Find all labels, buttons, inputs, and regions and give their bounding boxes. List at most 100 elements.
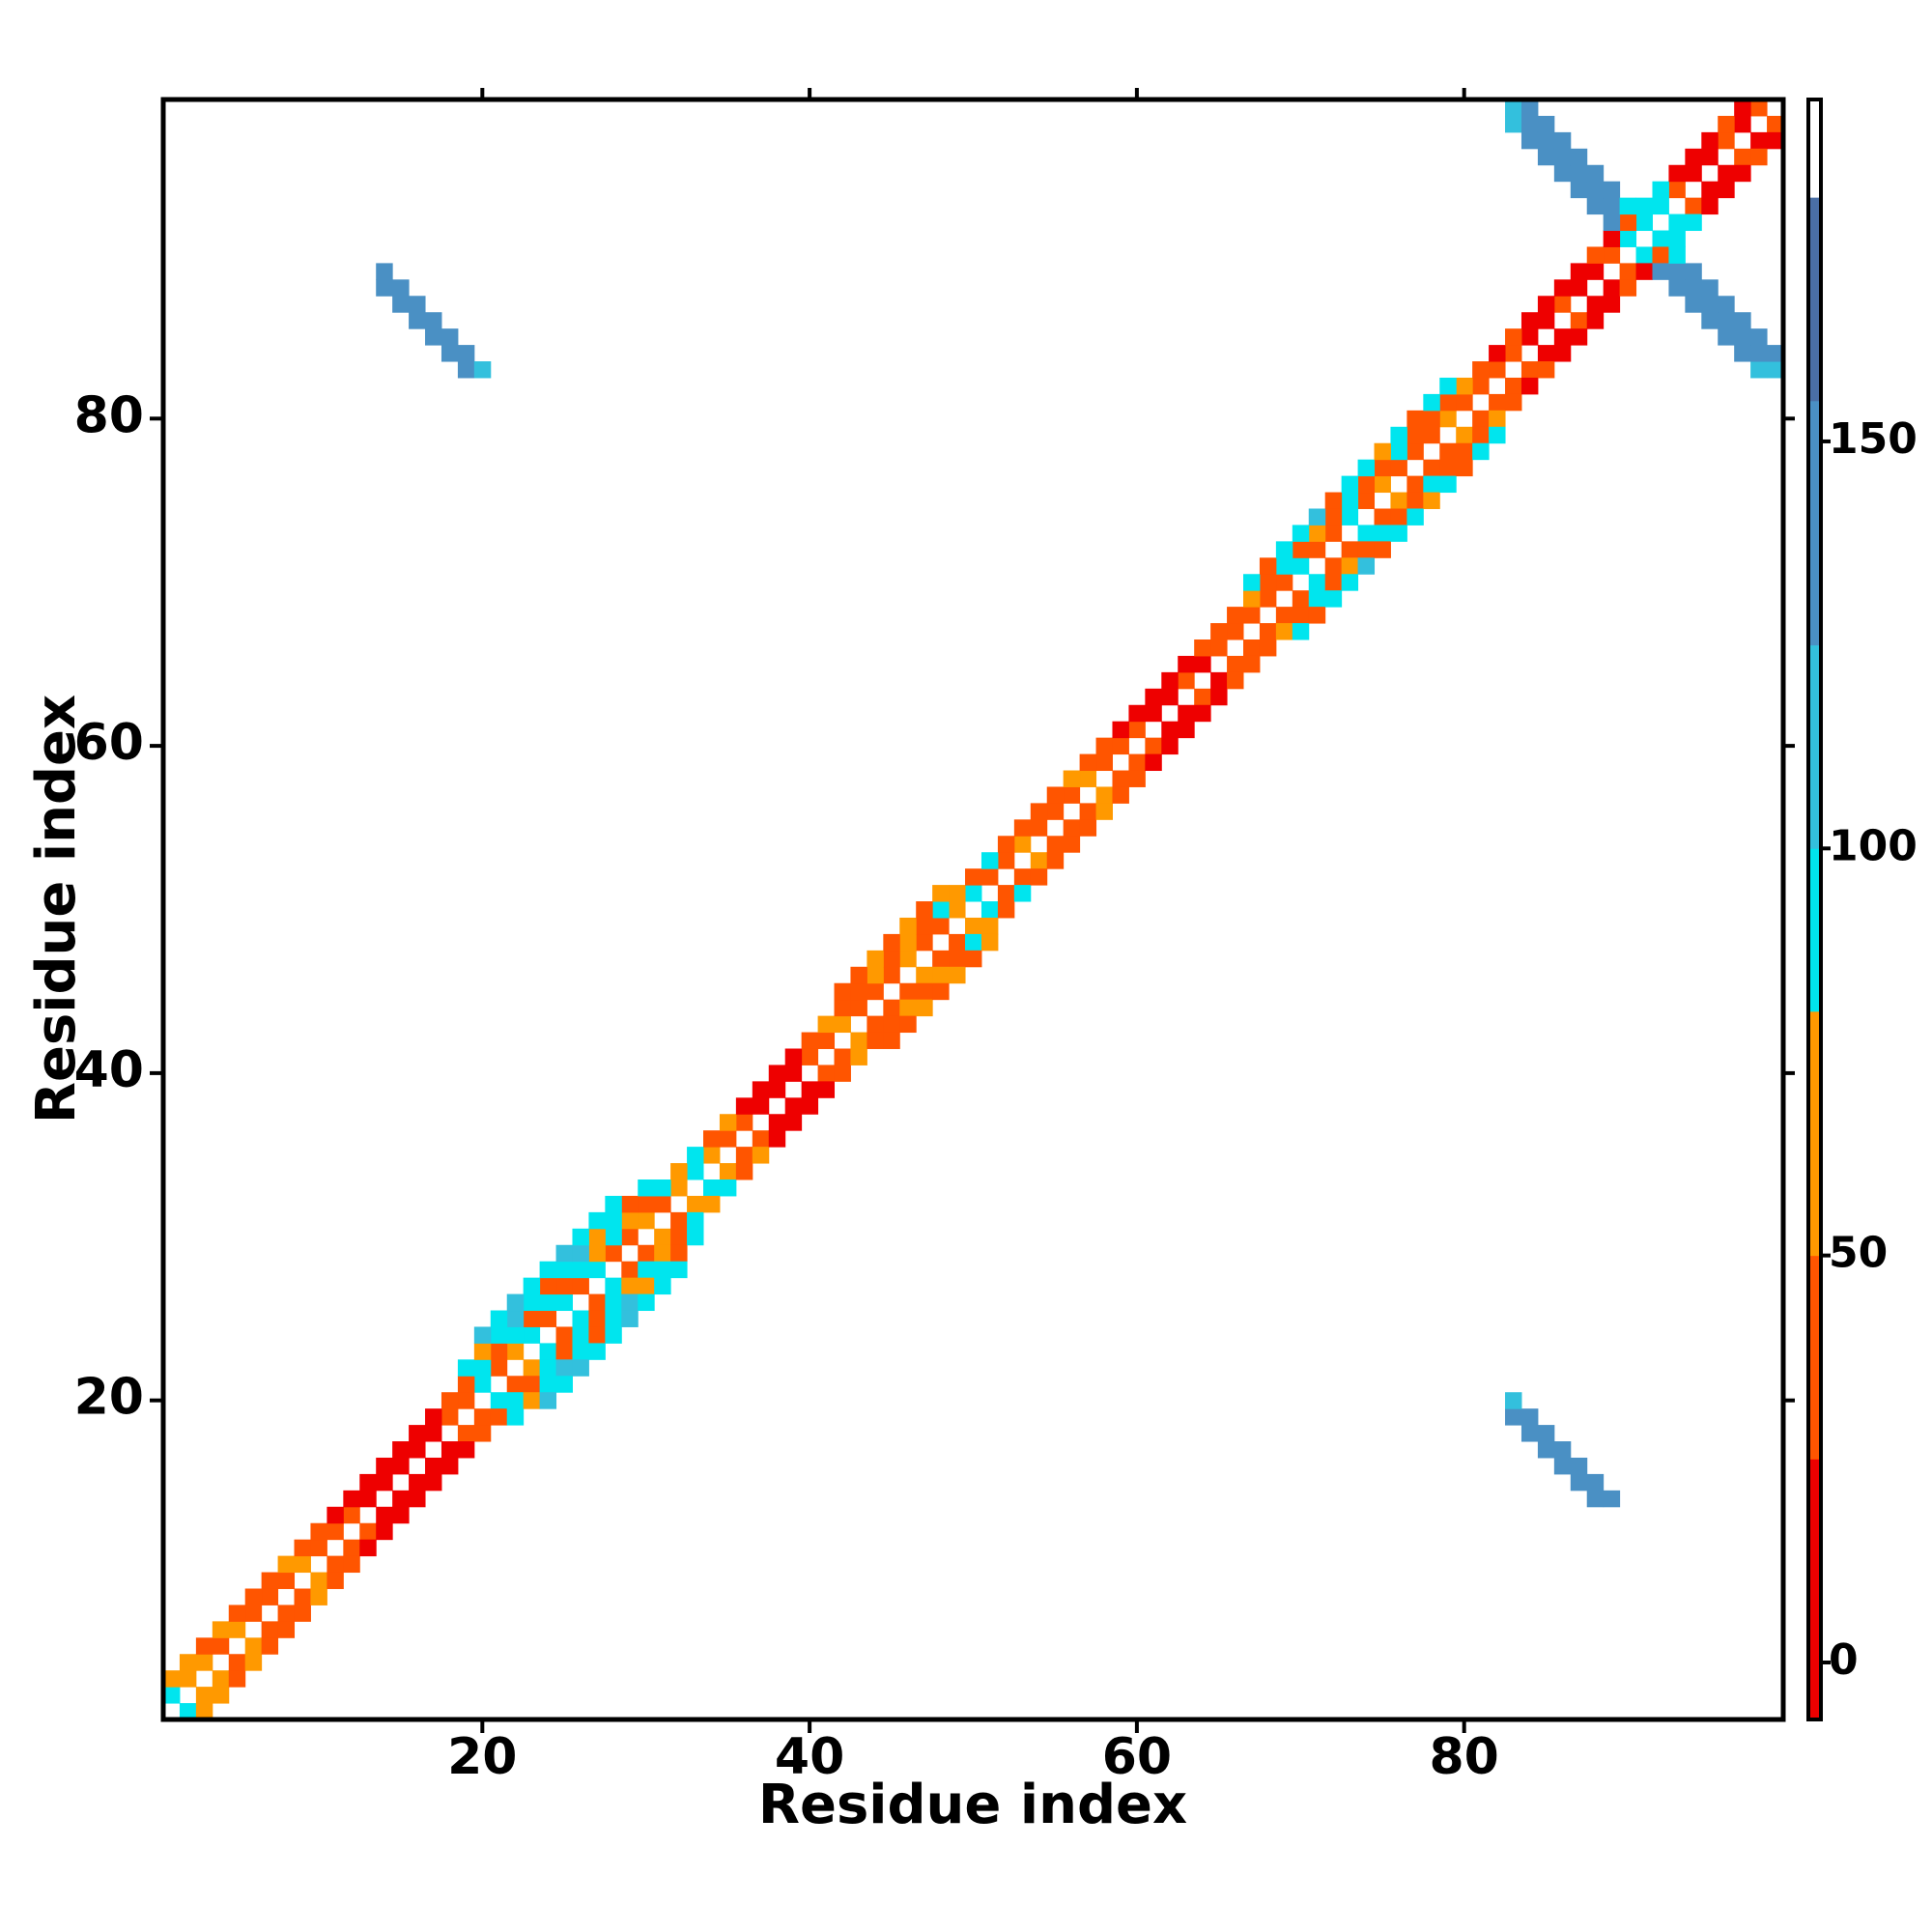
heatmap-cell [1063,786,1081,804]
heatmap-cell [1701,131,1719,150]
heatmap-cell [1505,1392,1522,1409]
heatmap-cell [179,1703,197,1720]
heatmap-cell [1586,1473,1605,1492]
colorbar-segment [1808,99,1821,198]
heatmap-cell [244,1605,263,1622]
heatmap-cell [980,933,999,952]
heatmap-cell [1668,230,1686,247]
heatmap-cell [1406,442,1424,461]
heatmap-cell [949,950,966,968]
heatmap-cell [440,328,459,346]
heatmap-cell [801,1048,819,1065]
heatmap-cell [1063,819,1081,837]
heatmap-cell [1553,148,1572,166]
heatmap-cell [850,999,867,1017]
heatmap-cell [1145,688,1162,706]
heatmap-cell [539,1392,557,1409]
heatmap-cell [1178,655,1195,673]
heatmap-cell [1292,541,1310,558]
heatmap-cell [1423,492,1440,509]
heatmap-cell [327,1572,344,1589]
heatmap-cell [687,1147,704,1164]
heatmap-cell [440,345,459,362]
heatmap-cell [1472,426,1490,444]
heatmap-cell [1767,131,1784,150]
heatmap-cell [294,1539,311,1557]
heatmap-cell [735,1097,753,1115]
y-tick-label: 60 [74,714,144,772]
heatmap-cell [228,1654,246,1671]
heatmap-cell [409,1425,426,1442]
heatmap-cell [1357,525,1376,542]
heatmap-cell [1619,213,1637,232]
heatmap-cell [1095,803,1113,820]
heatmap-cell [1439,393,1457,412]
heatmap-cell [1652,197,1669,215]
heatmap-cell [1537,131,1555,150]
heatmap-cell [899,982,917,1001]
heatmap-cell [1668,213,1686,232]
heatmap-cell [638,1179,655,1197]
heatmap-cell [997,836,1015,853]
heatmap-cell [1095,786,1113,804]
heatmap-cell [1489,393,1506,412]
heatmap-cell [932,917,950,935]
heatmap-cell [932,966,950,984]
heatmap-cell [899,933,917,952]
heatmap-cell [1537,345,1555,362]
heatmap-cell [277,1572,296,1589]
heatmap-cell [997,901,1015,919]
heatmap-cell [409,1441,426,1459]
heatmap-cell [506,1376,525,1393]
heatmap-cell [261,1588,279,1605]
heatmap-cell [605,1293,622,1312]
heatmap-cell [1013,836,1032,853]
heatmap-cell [670,1244,688,1263]
heatmap-cell [1292,590,1310,608]
heatmap-cell [1259,574,1277,591]
heatmap-cell [1439,442,1457,461]
heatmap-cell [1439,475,1457,494]
heatmap-cell [1767,345,1784,362]
heatmap-cell [1570,263,1588,280]
heatmap-cell [1586,246,1605,264]
heatmap-cell [1520,312,1539,329]
heatmap-cell [1046,836,1065,853]
heatmap-cell [916,982,933,1001]
colorbar-segment [1808,1255,1821,1460]
heatmap-cell [343,1490,360,1508]
heatmap-cell [457,1392,475,1409]
heatmap-cell [1456,393,1473,412]
heatmap-cell [1013,819,1032,837]
heatmap-cell [277,1555,296,1574]
heatmap-cell [1423,459,1440,477]
heatmap-cell [1030,819,1048,837]
heatmap-cell [1652,246,1669,264]
heatmap-cell [392,1506,410,1524]
heatmap-cell [163,1670,181,1688]
heatmap-cell [687,1228,704,1246]
heatmap-cell [1537,1425,1555,1442]
heatmap-cell [965,950,982,968]
heatmap-cell [310,1539,327,1557]
heatmap-cell [719,1114,737,1131]
heatmap-cell [1406,492,1424,509]
heatmap-cell [1701,279,1719,297]
heatmap-cell [980,901,999,919]
heatmap-cell [867,966,884,984]
heatmap-cell [1194,688,1211,706]
colorbar-tick-label: 0 [1829,1635,1859,1685]
heatmap-cell [1701,197,1719,215]
heatmap-cell [1472,377,1490,395]
colorbar-segment [1808,644,1821,849]
heatmap-cell [1194,655,1211,673]
heatmap-cell [687,1211,704,1230]
x-tick-label: 80 [1429,1728,1498,1786]
heatmap-cell [834,982,851,1001]
heatmap-cell [1178,671,1195,690]
heatmap-cell [1505,115,1522,133]
heatmap-cell [1750,328,1768,346]
heatmap-cell [1685,213,1702,232]
heatmap-cell [654,1277,671,1295]
